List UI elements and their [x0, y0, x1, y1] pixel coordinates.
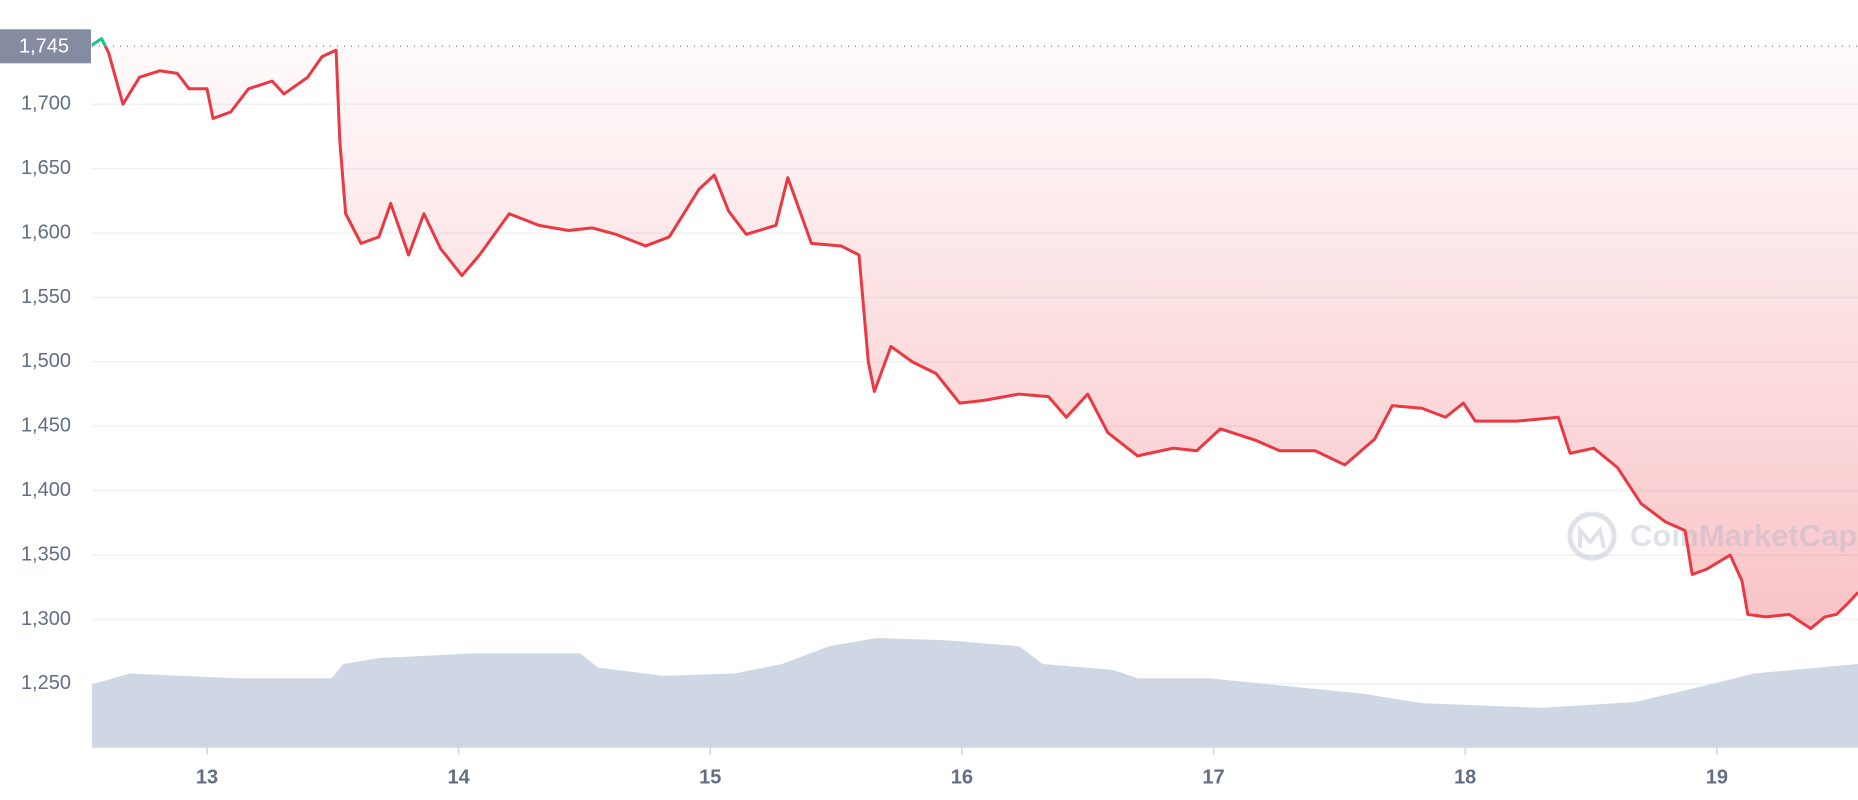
reference-label-box: [0, 29, 91, 64]
y-tick-label: 1,400: [21, 479, 71, 501]
area-layer: [92, 46, 1858, 747]
y-tick-label: 1,650: [21, 157, 71, 179]
x-tick-label: 13: [196, 766, 218, 788]
x-tick-label: 17: [1202, 766, 1224, 788]
y-tick-label: 1,500: [21, 350, 71, 372]
y-tick-label: 1,250: [21, 672, 71, 694]
price-fill: [105, 46, 1858, 629]
volume-area: [92, 637, 1858, 747]
y-tick-label: 1,300: [21, 608, 71, 630]
y-tick-label: 1,450: [21, 415, 71, 437]
x-tick-label: 15: [699, 766, 721, 788]
watermark-logo: [1567, 511, 1617, 561]
y-tick-label: 1,600: [21, 221, 71, 243]
watermark-logo: [1578, 524, 1606, 549]
watermark-text: CoinMarketCap: [1630, 518, 1857, 553]
y-tick-label: 1,700: [21, 93, 71, 115]
y-tick-label: 1,550: [21, 286, 71, 308]
line-layer: [91, 37, 1858, 630]
x-tick-label: 19: [1706, 766, 1728, 788]
reference-label: 1,745: [19, 36, 69, 58]
watermark: CoinMarketCap: [1567, 511, 1857, 561]
x-tick-label: 18: [1454, 766, 1476, 788]
price-line: [103, 46, 1858, 630]
label-layer: 1,250 1,300 1,350 1,400 1,450 1,500 1,550 1,600…: [0, 29, 1728, 788]
y-tick-label: 1,350: [21, 543, 71, 565]
x-tick-label: 16: [951, 766, 973, 788]
x-tick-label: 14: [448, 766, 471, 788]
